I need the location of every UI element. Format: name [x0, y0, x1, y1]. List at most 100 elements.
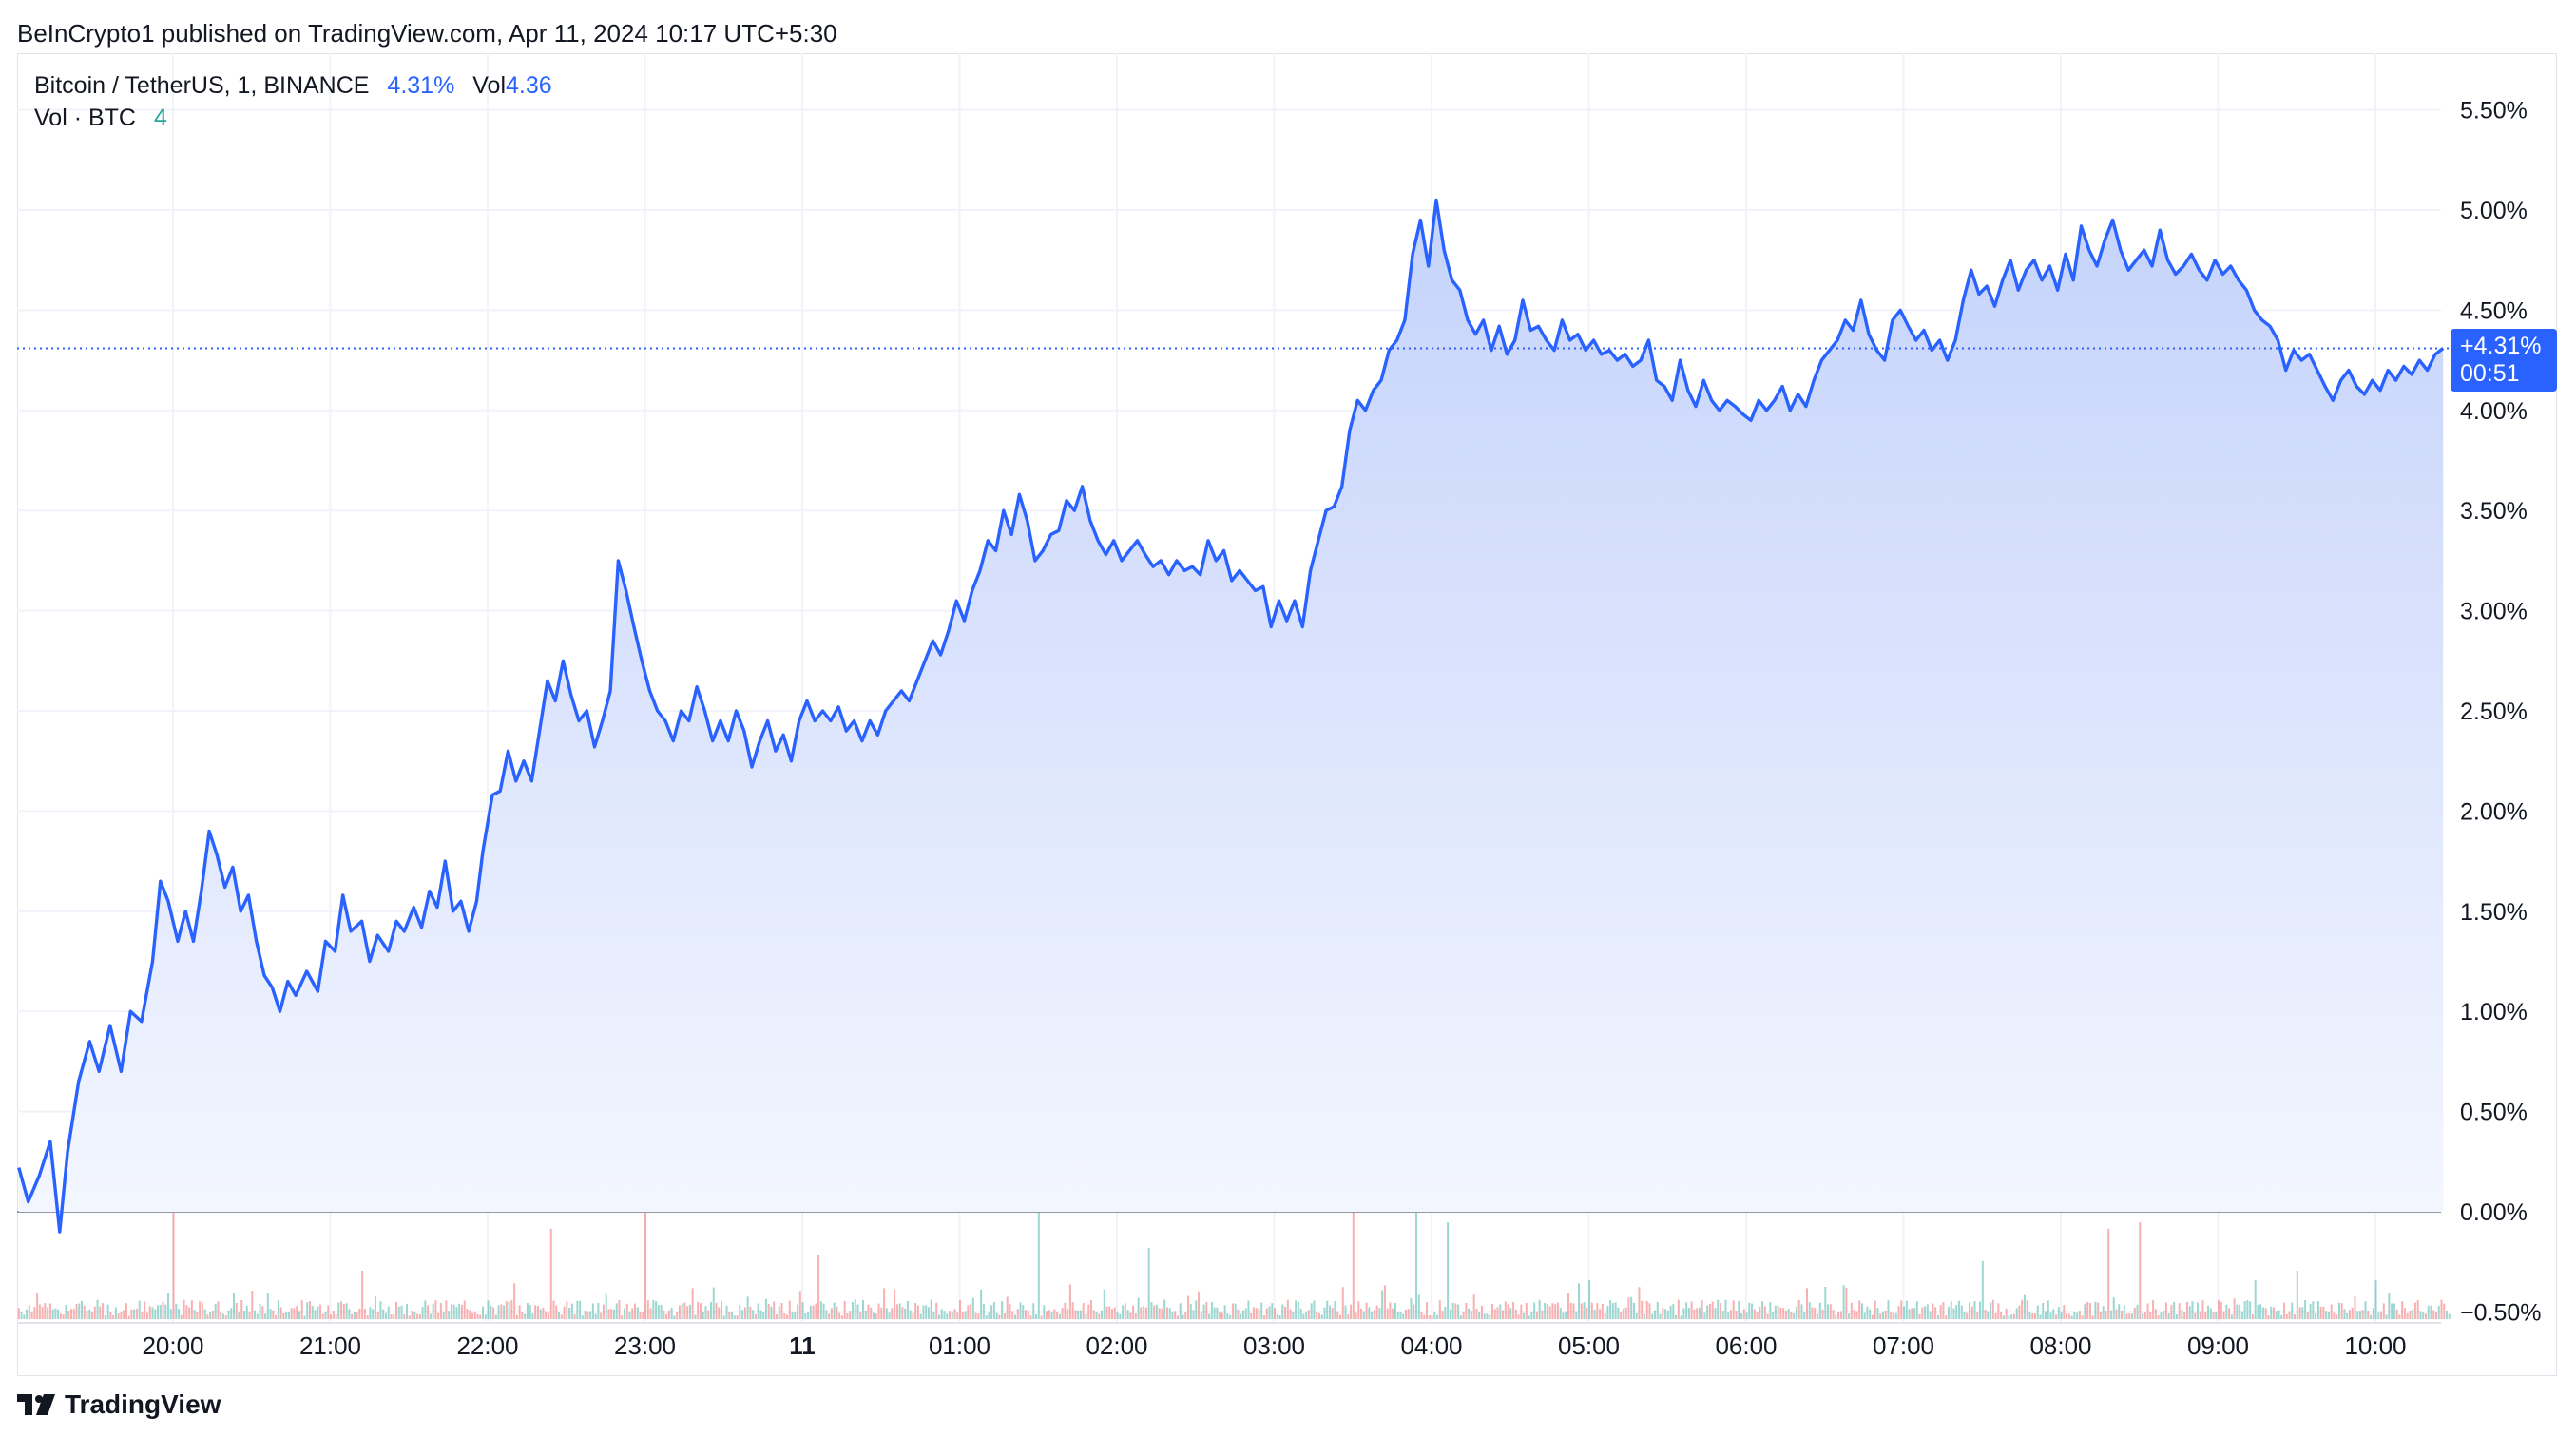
- last-price-percent: +4.31%: [2460, 333, 2542, 359]
- volume-bar: [2225, 1304, 2228, 1319]
- chart-frame[interactable]: [17, 53, 2557, 1376]
- volume-bar: [418, 1314, 421, 1319]
- volume-bar: [628, 1311, 631, 1319]
- volume-bar: [1790, 1312, 1793, 1319]
- volume-bar: [188, 1307, 191, 1319]
- volume-bar: [1774, 1305, 1777, 1319]
- volume-bar: [1643, 1313, 1645, 1319]
- volume-bar: [261, 1306, 264, 1319]
- volume-bar: [1276, 1314, 1278, 1319]
- volume-bar: [406, 1303, 409, 1319]
- volume-bar: [894, 1289, 896, 1319]
- volume-bar: [982, 1303, 985, 1319]
- volume-bar: [1969, 1302, 1971, 1319]
- volume-bar: [2372, 1308, 2374, 1319]
- volume-bar: [1320, 1314, 1323, 1319]
- volume-bar: [332, 1311, 335, 1319]
- volume-bar: [739, 1305, 741, 1319]
- volume-bar: [2422, 1312, 2425, 1319]
- volume-bar: [2163, 1311, 2165, 1319]
- volume-bar: [2291, 1302, 2294, 1319]
- volume-bar: [272, 1310, 275, 1319]
- volume-bar: [395, 1301, 398, 1319]
- volume-bar: [1779, 1307, 1782, 1319]
- volume-bar: [2152, 1300, 2155, 1319]
- volume-bar: [463, 1300, 466, 1319]
- volume-bar: [1586, 1307, 1588, 1319]
- volume-bar: [1371, 1311, 1374, 1319]
- volume-bar: [2060, 1311, 2063, 1319]
- volume-bar: [183, 1299, 185, 1319]
- volume-bar: [1344, 1305, 1347, 1319]
- volume-bar: [2031, 1313, 2034, 1319]
- volume-bar: [123, 1310, 125, 1319]
- volume-bar: [1866, 1306, 1869, 1319]
- volume-bar: [442, 1312, 445, 1319]
- volume-bar: [1811, 1307, 1814, 1319]
- price-line[interactable]: [17, 198, 2445, 1234]
- volume-bar: [843, 1300, 846, 1319]
- volume-bar: [707, 1310, 710, 1319]
- volume-bar: [1905, 1300, 1908, 1319]
- volume-bar: [885, 1308, 888, 1319]
- volume-bar: [1147, 1248, 1150, 1319]
- volume-bar: [1701, 1300, 1703, 1319]
- volume-bar: [145, 1312, 148, 1319]
- volume-bar: [1058, 1313, 1061, 1319]
- symbol-legend[interactable]: Bitcoin / TetherUS, 1, BINANCE 4.31% Vol…: [34, 72, 552, 100]
- tradingview-logo[interactable]: TradingView: [17, 1389, 221, 1420]
- volume-bar: [970, 1304, 972, 1319]
- volume-bar: [775, 1314, 778, 1319]
- volume-bar: [185, 1305, 188, 1319]
- volume-bar: [308, 1301, 311, 1319]
- volume-bar: [639, 1312, 642, 1319]
- volume-bar: [870, 1307, 873, 1319]
- volume-bar: [1113, 1307, 1116, 1319]
- volume-bar: [348, 1309, 351, 1319]
- volume-bar: [736, 1315, 739, 1319]
- volume-bar: [1523, 1312, 1526, 1319]
- volume-bar: [1617, 1307, 1620, 1319]
- volume-bar: [851, 1302, 854, 1319]
- volume-bar: [1179, 1303, 1182, 1319]
- volume-bar: [1368, 1307, 1371, 1319]
- volume-bar: [190, 1300, 193, 1319]
- volume-bar: [615, 1303, 618, 1319]
- volume-bar: [1111, 1309, 1114, 1319]
- volume-bar: [1134, 1313, 1137, 1319]
- volume-bar: [539, 1309, 542, 1319]
- volume-bar: [20, 1312, 23, 1319]
- volume-bar: [135, 1308, 138, 1319]
- y-tick-label: 4.50%: [2460, 297, 2528, 324]
- volume-bar: [1003, 1313, 1006, 1319]
- volume-bar: [1987, 1311, 1990, 1319]
- volume-bar: [1538, 1299, 1541, 1319]
- volume-bar: [1638, 1287, 1641, 1319]
- volume-bar: [686, 1306, 689, 1319]
- x-axis[interactable]: 20:00 21:00 22:00 23:00 11 01:00 02:00 03:00 04:…: [142, 1332, 2406, 1360]
- volume-bar: [230, 1308, 233, 1319]
- volume-bar: [1079, 1310, 1082, 1319]
- volume-bar: [1158, 1308, 1161, 1319]
- volume-bar: [1357, 1301, 1360, 1319]
- volume-bar: [1817, 1313, 1819, 1319]
- volume-bar: [1198, 1291, 1201, 1319]
- volume-bar: [75, 1303, 78, 1319]
- volume-bar: [1326, 1300, 1329, 1319]
- volume-bar: [2424, 1313, 2427, 1319]
- volume-bar: [114, 1307, 117, 1319]
- volume-bar: [1389, 1302, 1392, 1319]
- volume-bar: [264, 1313, 267, 1319]
- volume-bar: [59, 1313, 62, 1319]
- x-tick-label: 09:00: [2187, 1332, 2249, 1360]
- volume-bar: [363, 1308, 366, 1319]
- volume-bar: [413, 1312, 416, 1319]
- volume-bar: [2398, 1314, 2401, 1319]
- volume-bar: [757, 1303, 759, 1319]
- volume-bar: [2325, 1311, 2328, 1319]
- volume-bar: [579, 1300, 582, 1319]
- y-axis[interactable]: 5.50% 5.00% 4.50% 4.00% 3.50% 3.00% 2.50% 2.00%…: [2460, 98, 2542, 1327]
- volume-legend[interactable]: Vol · BTC 4: [34, 105, 167, 132]
- volume-bar: [2207, 1305, 2210, 1319]
